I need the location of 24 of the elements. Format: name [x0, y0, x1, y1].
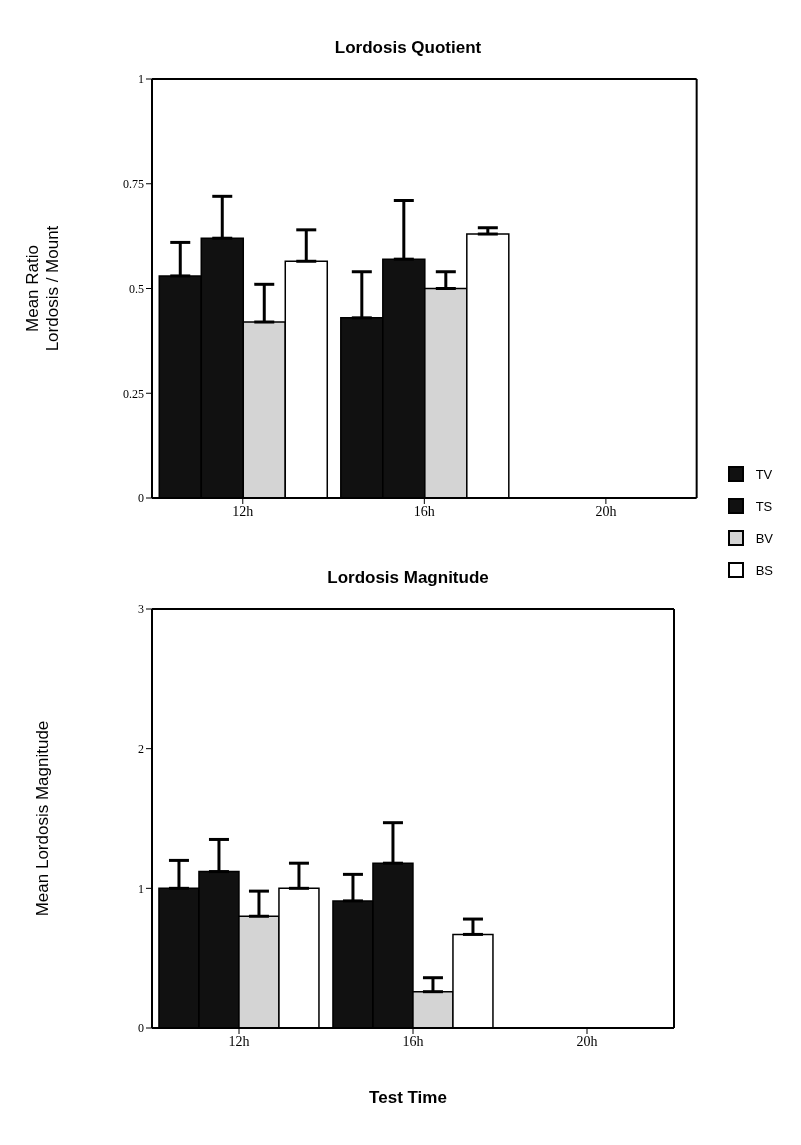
legend-label: TS	[755, 498, 773, 514]
x-axis-title: Test Time	[368, 1088, 448, 1108]
x-tick-label: 16h	[413, 503, 435, 519]
y-tick-label: 0	[138, 1021, 144, 1036]
x-tick-label: 20h	[576, 1033, 598, 1049]
y-tick-label: 0.5	[129, 281, 144, 296]
y-tick-label: 2	[138, 741, 144, 756]
legend-label: BS	[755, 562, 773, 578]
legend-label: BV	[755, 530, 773, 546]
legend-label: TV	[755, 466, 773, 482]
x-tick-label: 12h	[228, 1033, 250, 1049]
x-tick-label: 12h	[232, 503, 254, 519]
chart-title: Lordosis Magnitude	[326, 567, 490, 589]
y-tick-label: 1	[138, 881, 144, 896]
y-tick-label: 0.25	[123, 386, 144, 401]
y-tick-label: 3	[138, 602, 144, 617]
y-axis-title: Mean Ratio Lordosis / Mount	[23, 225, 62, 352]
chart-title: Lordosis Quotient	[333, 37, 483, 59]
y-axis-title: Mean Lordosis Magnitude	[33, 720, 52, 917]
y-tick-label: 1	[138, 72, 144, 87]
x-tick-label: 16h	[402, 1033, 424, 1049]
x-tick-label: 20h	[595, 503, 617, 519]
y-tick-label: 0	[138, 491, 144, 506]
y-tick-label: 0.75	[123, 177, 144, 192]
